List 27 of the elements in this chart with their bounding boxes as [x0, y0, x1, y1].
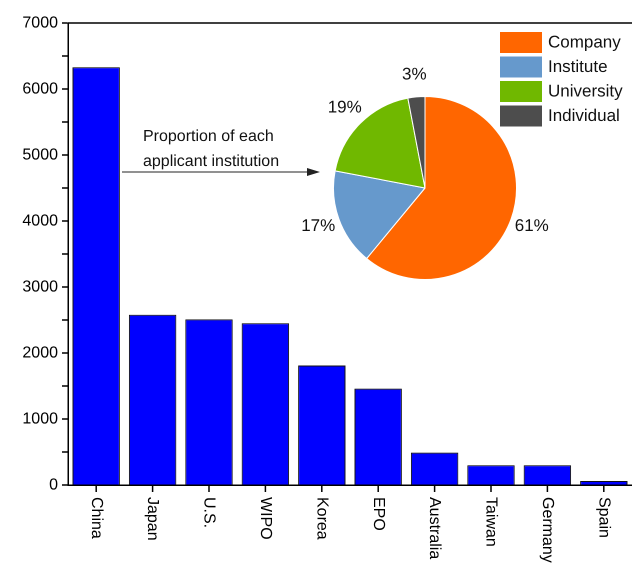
- y-tick-label: 1000: [22, 410, 58, 428]
- legend-label: Company: [548, 32, 622, 52]
- x-tick-label: China: [88, 497, 105, 539]
- legend-label: Individual: [548, 106, 620, 126]
- y-tick-label: 2000: [22, 344, 58, 362]
- y-tick-label: 3000: [22, 278, 58, 296]
- x-tick-label: WIPO: [256, 497, 274, 540]
- y-tick-label: 6000: [22, 80, 58, 98]
- legend-label: Institute: [548, 57, 608, 76]
- x-tick-label: Japan: [144, 497, 162, 541]
- x-tick-label: Australia: [426, 497, 444, 560]
- data-label: 3%: [402, 64, 427, 84]
- y-tick-label: 0: [49, 476, 58, 494]
- y-tick-label: 7000: [22, 14, 58, 32]
- data-label: 19%: [328, 97, 362, 116]
- x-tick-label: Korea: [313, 497, 330, 540]
- x-tick-label: Taiwan: [482, 497, 500, 547]
- x-tick-label: U.S.: [200, 497, 218, 528]
- data-label: 61%: [514, 216, 549, 236]
- y-tick-label: 4000: [22, 212, 58, 230]
- y-tick-label: 5000: [22, 146, 58, 164]
- annotation: Proportion of each applicant institution: [143, 127, 280, 172]
- x-tick-label: Spain: [595, 497, 612, 538]
- data-label: 17%: [301, 216, 336, 236]
- x-tick-label: EPO: [370, 497, 387, 531]
- legend-label: University: [548, 82, 624, 101]
- x-tick-label: Germany: [538, 497, 556, 563]
